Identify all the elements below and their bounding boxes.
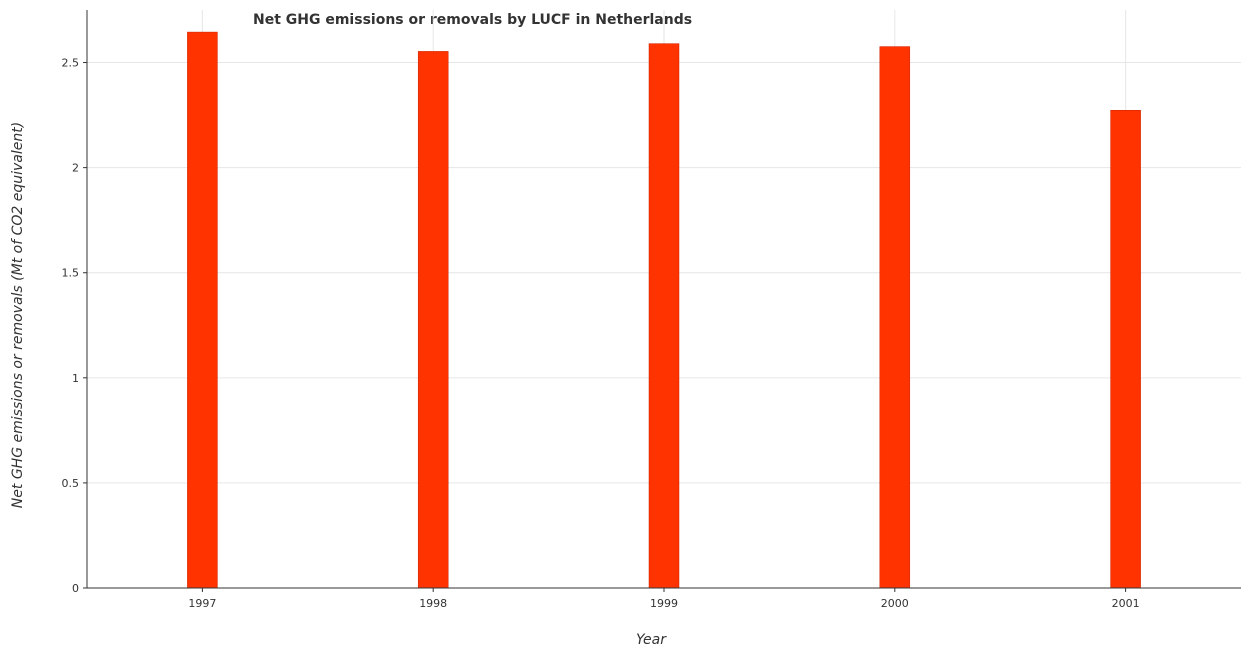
x-tick-label: 1997 — [188, 597, 216, 610]
x-tick-label: 1998 — [419, 597, 447, 610]
x-tick-label: 2000 — [881, 597, 909, 610]
ticks-layer: 0 0.5 1 1.5 2 2.5 1997 1998 1999 2000 2001 — [62, 57, 1140, 610]
x-tick-label: 2001 — [1112, 597, 1140, 610]
axes-layer — [83, 10, 1241, 592]
y-tick-label: 2 — [72, 162, 79, 175]
x-tick-label: 1999 — [650, 597, 678, 610]
bar-1999 — [648, 43, 680, 589]
bar-2000 — [879, 46, 911, 589]
x-axis-label: Year — [636, 632, 667, 648]
y-tick-label: 2.5 — [62, 57, 80, 70]
chart-title: Net GHG emissions or removals by LUCF in… — [253, 12, 692, 28]
y-tick-label: 0.5 — [62, 477, 80, 490]
bars-layer — [187, 31, 1141, 589]
y-tick-label: 0 — [72, 582, 79, 595]
y-axis-label: Net GHG emissions or removals (Mt of CO2… — [10, 122, 26, 508]
bar-1998 — [417, 51, 449, 589]
bar-1997 — [187, 31, 218, 589]
y-tick-label: 1.5 — [62, 267, 80, 280]
bar-2001 — [1110, 110, 1141, 589]
y-tick-label: 1 — [72, 372, 79, 385]
